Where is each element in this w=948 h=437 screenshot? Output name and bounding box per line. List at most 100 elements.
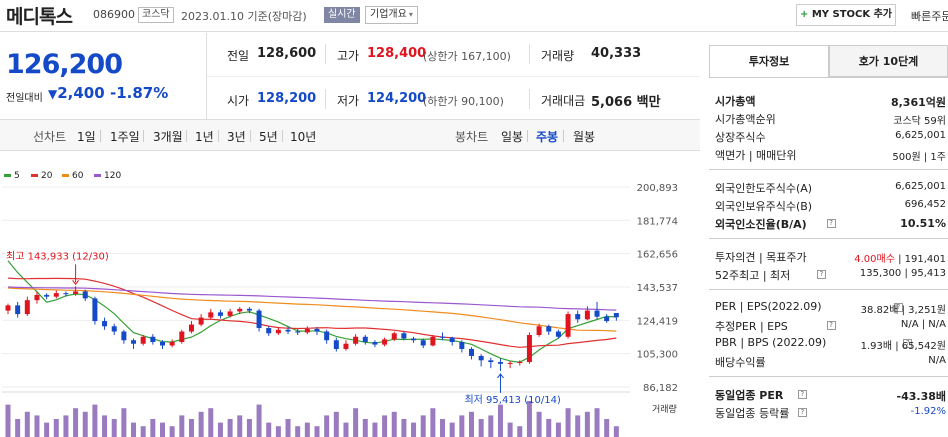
legend-swatch: [31, 174, 38, 177]
candle-body: [275, 329, 281, 334]
candle-body: [555, 331, 561, 337]
candle-monthly[interactable]: 월봉: [573, 130, 596, 144]
timestamp: 2023.01.10 기준(장마감): [181, 10, 307, 23]
volume-bar: [488, 415, 494, 437]
info-label: 외국인소진율(B/A): [715, 218, 807, 231]
legend-swatch: [4, 174, 11, 177]
realtime-button[interactable]: 실시간: [324, 7, 360, 23]
candle-body: [295, 331, 301, 333]
stock-name: 메디톡스: [6, 6, 73, 28]
tab-investment-info[interactable]: 투자정보: [709, 45, 829, 77]
help-icon[interactable]: ?: [903, 339, 913, 348]
info-label: PBR | BPS (2022.09): [715, 336, 827, 349]
volume-bar: [160, 422, 165, 437]
y-tick-label: 181,774: [637, 216, 678, 227]
candle-body: [391, 333, 397, 340]
candle-body: [73, 291, 79, 295]
info-label: 52주최고 | 최저: [715, 269, 791, 282]
diff-percent: -1.87%: [110, 84, 169, 102]
candle-body: [179, 331, 185, 342]
info-label: 동일업종 등락률: [715, 407, 790, 420]
divider: [282, 130, 283, 142]
investment-opinion: 4.00매수: [854, 254, 895, 265]
volume-bar: [430, 408, 436, 437]
volume-bar: [314, 426, 320, 437]
candle-body: [92, 298, 98, 322]
candle-body: [285, 329, 291, 332]
tab-orderbook[interactable]: 호가 10단계: [829, 45, 948, 77]
candle-weekly[interactable]: 주봉: [536, 130, 559, 144]
candle-body: [188, 324, 194, 332]
market-badge: 코스닥: [138, 7, 174, 23]
ma-line-120: [7, 286, 617, 311]
amount-value: 5,066 백만: [591, 95, 661, 110]
my-stock-add-button[interactable]: + MY STOCK 추가: [796, 4, 896, 26]
divider: [218, 130, 219, 142]
high-value: 128,400: [367, 46, 427, 61]
candle-body: [526, 335, 532, 363]
candle-body: [478, 355, 484, 361]
volume-bar: [333, 411, 339, 437]
help-icon[interactable]: ?: [893, 303, 903, 312]
volume-bar: [536, 411, 542, 437]
section-divider: [709, 238, 948, 239]
candle-body: [353, 336, 359, 344]
help-icon[interactable]: ?: [797, 408, 807, 417]
candle-body: [237, 308, 243, 312]
info-value: 135,300 | 95,413: [859, 268, 946, 279]
legend-ma60: 60: [62, 171, 83, 181]
line-chart-label: 선차트: [33, 130, 67, 144]
y-tick-label: 143,537: [637, 283, 678, 294]
volume-bar: [246, 419, 252, 437]
divider: [529, 44, 530, 64]
volume-bar: [565, 408, 571, 437]
help-icon[interactable]: ?: [826, 321, 836, 330]
volume-bar: [5, 404, 11, 437]
period-1y[interactable]: 1년: [195, 130, 214, 144]
info-value: 6,625,001: [895, 181, 946, 192]
info-value: 500원 | 1주: [892, 152, 946, 163]
period-10y[interactable]: 10년: [290, 130, 317, 144]
volume-bar: [188, 419, 194, 437]
period-3y[interactable]: 3년: [227, 130, 246, 144]
help-icon[interactable]: ?: [817, 270, 826, 279]
high-annotation: 최고 143,933 (12/30): [6, 250, 109, 262]
period-3m[interactable]: 3개월: [153, 130, 183, 144]
price-chart[interactable]: 200,893 181,774 162,656 143,537 124,419 105,3…: [0, 180, 700, 437]
candle-body: [266, 328, 272, 334]
period-1w[interactable]: 1주일: [110, 130, 140, 144]
info-label: 추정PER | EPS: [715, 320, 788, 333]
legend-ma120: 120: [94, 171, 121, 181]
volume-bar: [401, 419, 407, 437]
volume-bar: [34, 415, 40, 437]
quick-order-link[interactable]: 빠른주문: [911, 10, 948, 23]
y-tick-label: 162,656: [637, 250, 678, 261]
volume-bar: [140, 426, 146, 437]
candle-body: [430, 336, 436, 346]
candle-body: [507, 362, 513, 364]
company-info-button[interactable]: 기업개요 ▾: [365, 6, 418, 24]
low-arrow-head: [497, 373, 504, 379]
period-1d[interactable]: 1일: [77, 130, 96, 144]
candle-body: [362, 336, 368, 342]
info-label: 시가총액: [715, 95, 756, 108]
legend-label: 60: [72, 171, 84, 181]
stock-header: 메디톡스 086900 코스닥 2023.01.10 기준(장마감) 실시간 기…: [0, 0, 948, 32]
help-icon[interactable]: ?: [826, 219, 836, 228]
volume-bar: [604, 419, 610, 437]
candle-body: [160, 341, 165, 346]
volume-bar: [285, 419, 291, 437]
volume-bar: [555, 422, 561, 437]
ma-line-60: [7, 287, 617, 332]
volume-label: 거래량: [541, 49, 575, 63]
info-value: -43.38배: [896, 390, 946, 403]
help-icon[interactable]: ?: [797, 390, 807, 399]
volume-bar: [584, 411, 590, 437]
volume-bar: [63, 415, 69, 437]
candle-body: [604, 316, 610, 322]
period-5y[interactable]: 5년: [259, 130, 278, 144]
stock-code: 086900: [93, 8, 135, 21]
legend-swatch: [94, 174, 101, 177]
candle-daily[interactable]: 일봉: [501, 130, 524, 144]
candle-body: [382, 339, 388, 345]
